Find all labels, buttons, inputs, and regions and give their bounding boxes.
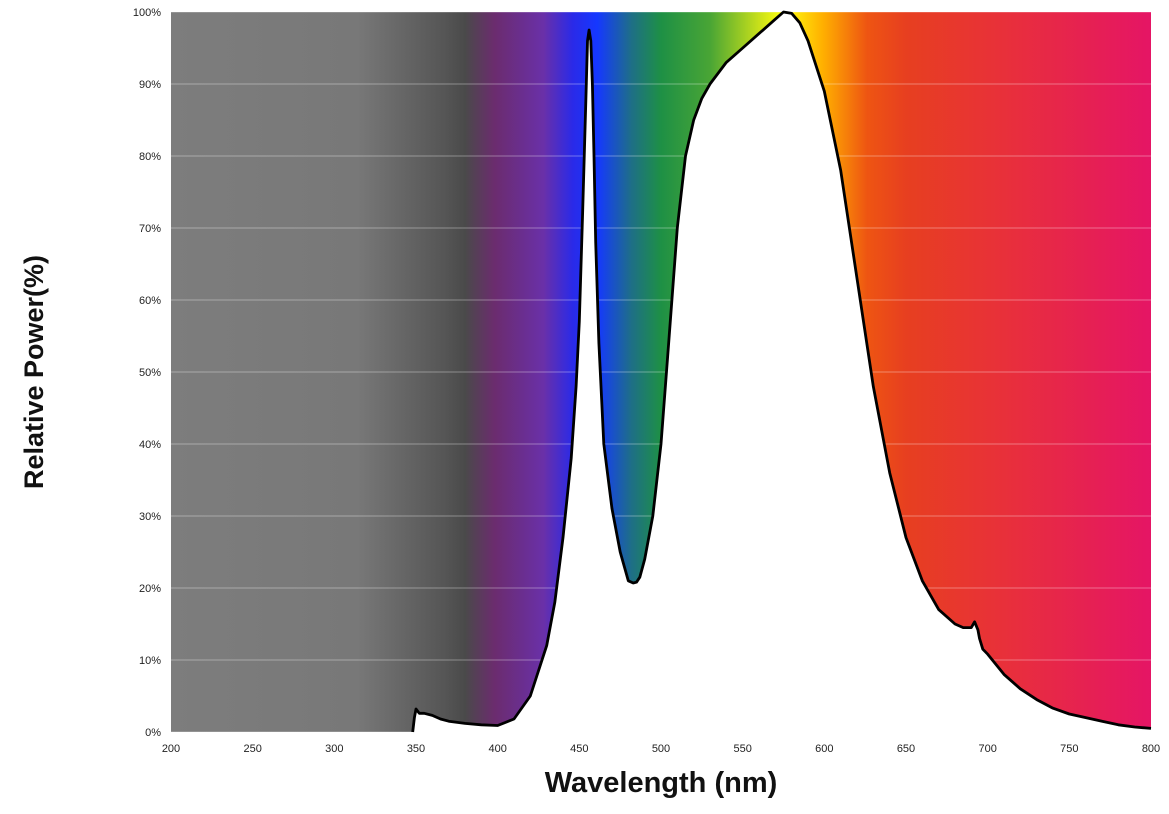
spectrum-area [412, 12, 1151, 732]
y-axis-label: Relative Power(%) [19, 255, 49, 489]
y-tick-label: 90% [139, 79, 161, 91]
x-tick-label: 650 [897, 743, 915, 755]
x-tick-label: 800 [1142, 743, 1160, 755]
x-tick-label: 350 [407, 743, 425, 755]
x-tick-label: 600 [815, 743, 833, 755]
y-tick-label: 80% [139, 151, 161, 163]
y-tick-label: 0% [145, 727, 161, 739]
x-tick-label: 400 [488, 743, 506, 755]
x-axis-label: Wavelength (nm) [545, 767, 778, 799]
y-tick-label: 50% [139, 367, 161, 379]
x-axis-ticks: 200 250 300 350 400 450 500 550 600 650 700 750 800 [162, 743, 1160, 755]
y-tick-label: 100% [133, 7, 161, 19]
y-tick-label: 20% [139, 583, 161, 595]
x-tick-label: 250 [243, 743, 261, 755]
x-tick-label: 450 [570, 743, 588, 755]
y-tick-label: 40% [139, 439, 161, 451]
spectrum-curve-line [411, 10, 1152, 733]
x-tick-label: 200 [162, 743, 180, 755]
y-axis-ticks: 0% 10% 20% 30% 40% 50% 60% 70% 80% 90% 100% [133, 7, 161, 739]
x-tick-label: 700 [978, 743, 996, 755]
y-tick-label: 30% [139, 511, 161, 523]
x-tick-label: 500 [652, 743, 670, 755]
x-tick-label: 550 [733, 743, 751, 755]
y-tick-label: 60% [139, 295, 161, 307]
x-tick-label: 750 [1060, 743, 1078, 755]
y-tick-label: 10% [139, 655, 161, 667]
x-tick-label: 300 [325, 743, 343, 755]
y-tick-label: 70% [139, 223, 161, 235]
